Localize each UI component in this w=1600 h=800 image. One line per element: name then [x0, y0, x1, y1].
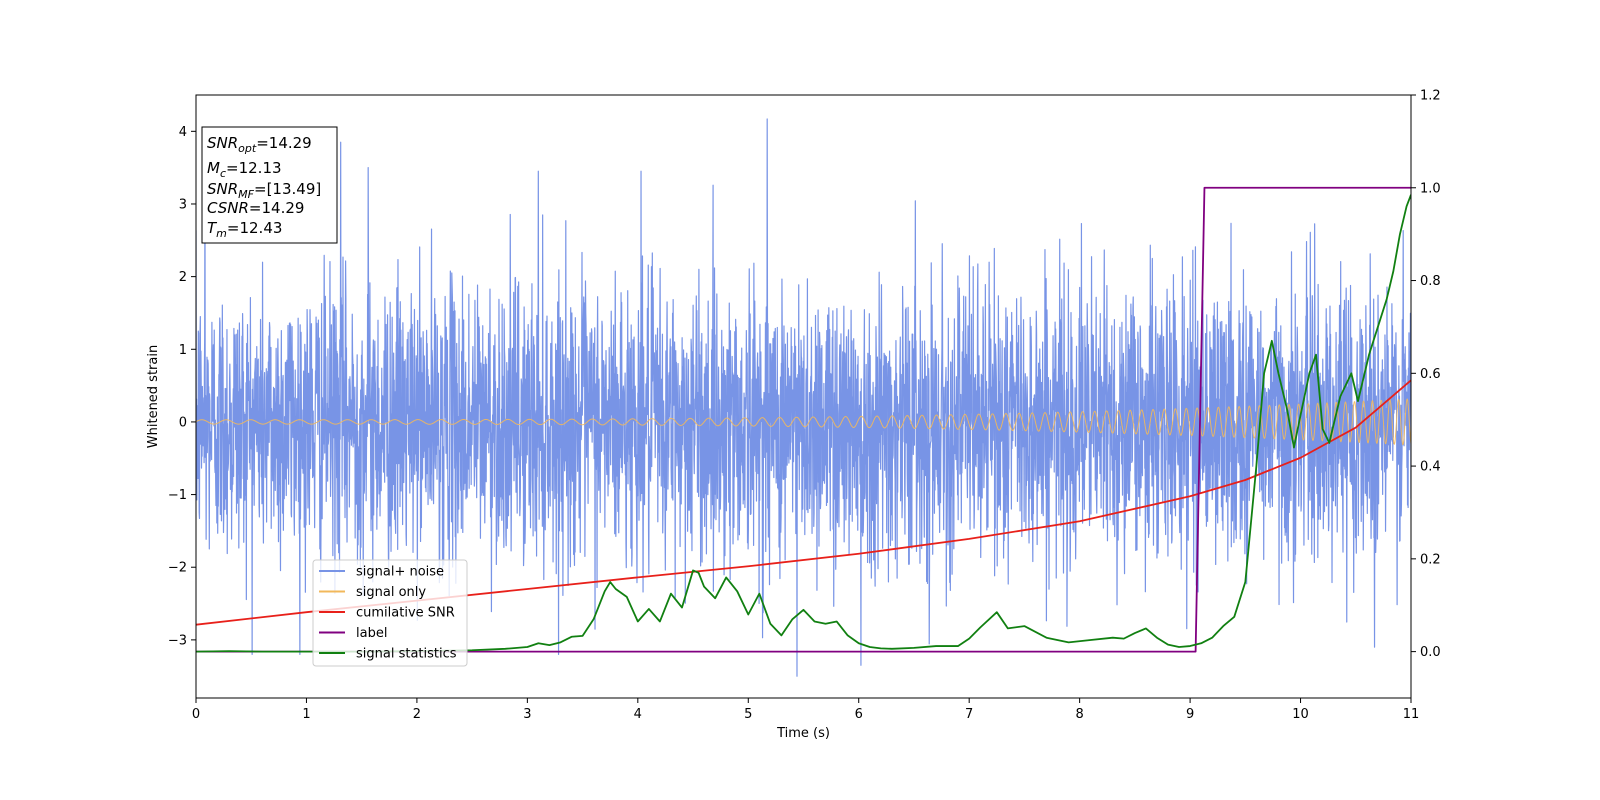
info-value: =[13.49] [254, 180, 321, 198]
x-tick-label: 8 [1075, 707, 1083, 722]
info-subscript: MF [238, 188, 254, 201]
y2-tick-label: 0.8 [1420, 274, 1441, 289]
info-symbol: CSNR [207, 199, 249, 217]
series-line-signal-statistics [196, 194, 1411, 653]
legend-label: signal+ noise [356, 565, 444, 580]
y-tick-label: 4 [179, 125, 187, 140]
x-tick-label: 5 [744, 707, 752, 722]
y-tick-label: 2 [179, 270, 187, 285]
series-line-label [196, 186, 1411, 653]
info-symbol: M [207, 159, 220, 177]
series-line-signal-only [196, 398, 1411, 446]
info-line: Tm=12.43 [207, 219, 282, 240]
info-value: =14.29 [256, 134, 312, 152]
info-line: CSNR=14.29 [207, 199, 304, 217]
info-box: SNRopt=14.29Mc=12.13SNRMF=[13.49]CSNR=14… [201, 126, 338, 244]
info-value: =14.29 [249, 199, 305, 217]
info-subscript: opt [238, 142, 257, 155]
x-tick-label: 0 [192, 707, 200, 722]
info-value: =12.13 [226, 159, 282, 177]
series-line-signal-noise [196, 118, 1411, 677]
info-line: SNRopt=14.29 [207, 134, 312, 155]
info-line: SNRMF=[13.49] [207, 180, 321, 201]
info-symbol: T [207, 219, 218, 237]
x-tick-label: 3 [523, 707, 531, 722]
y2-tick-label: 0.2 [1420, 552, 1441, 567]
info-symbol: SNR [207, 134, 238, 152]
x-tick-label: 11 [1403, 707, 1420, 722]
x-tick-label: 10 [1292, 707, 1309, 722]
info-line: Mc=12.13 [207, 159, 282, 180]
x-axis-label: Time (s) [776, 726, 830, 741]
info-subscript: m [216, 227, 227, 240]
y2-tick-label: 0.6 [1420, 367, 1441, 382]
info-symbol: SNR [207, 180, 238, 198]
y2-tick-label: 0.4 [1420, 460, 1441, 475]
info-subscript: c [220, 167, 226, 180]
legend-label: signal only [356, 585, 426, 600]
y-tick-label: 0 [179, 415, 187, 430]
x-tick-label: 6 [855, 707, 863, 722]
legend-frame [312, 559, 468, 667]
axes: 0 1 2 3 4 5 6 7 8 9 10 11 −3 −2 −1 0 1 2 3 4 0.0 0.2 0.4 0.6 0.8… [168, 89, 1441, 723]
y2-tick-label: 1.2 [1420, 89, 1441, 104]
y-axis-label: Whitened strain [146, 345, 161, 448]
y-tick-label: 1 [179, 343, 187, 358]
y-tick-label: 3 [179, 197, 187, 212]
legend: signal+ noise signal only cumilative SNR la… [312, 559, 468, 667]
y2-tick-label: 0.0 [1420, 645, 1441, 660]
y2-tick-label: 1.0 [1420, 181, 1441, 196]
x-tick-label: 4 [634, 707, 642, 722]
legend-label: signal statistics [356, 647, 457, 662]
info-value: =12.43 [227, 219, 283, 237]
plot-frame [195, 94, 1412, 699]
x-tick-label: 2 [413, 707, 421, 722]
x-tick-label: 9 [1186, 707, 1194, 722]
y-tick-label: −2 [168, 561, 187, 576]
legend-label: cumilative SNR [356, 606, 455, 621]
x-tick-label: 1 [302, 707, 310, 722]
x-tick-label: 7 [965, 707, 973, 722]
y-tick-label: −1 [168, 488, 187, 503]
info-box-frame [201, 126, 338, 244]
legend-label: label [356, 626, 387, 641]
y-tick-label: −3 [168, 633, 187, 648]
